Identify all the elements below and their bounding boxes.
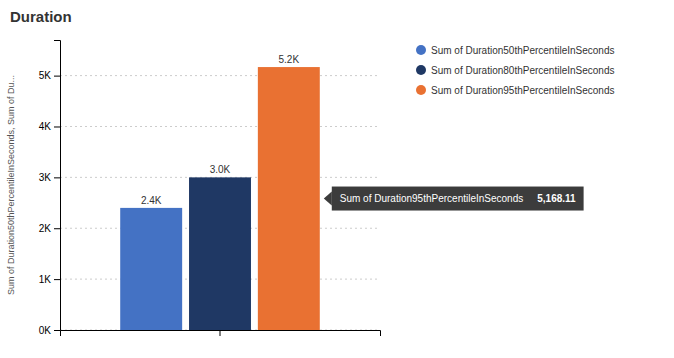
data-labels: 2.4K 3.0K 5.2K <box>141 54 300 206</box>
y-tick-label: 4K <box>39 121 52 132</box>
legend-swatch <box>416 45 426 55</box>
y-tick-label: 5K <box>39 70 52 81</box>
y-tick: 1K <box>39 274 60 285</box>
y-tick-label: 1K <box>39 274 52 285</box>
y-axis: 0K 1K 2K 3K 4K 5K <box>39 41 61 336</box>
y-tick: 5K <box>39 70 60 81</box>
y-tick-mark <box>54 177 60 178</box>
y-tick-mark <box>54 330 60 331</box>
tooltip-value: 5,168.11 <box>537 193 576 204</box>
y-tick-mark <box>54 76 60 77</box>
legend-label: Sum of Duration80thPercentileInSeconds <box>431 65 614 76</box>
y-tick-mark <box>54 126 60 127</box>
y-tick-mark <box>54 279 60 280</box>
y-tick: 3K <box>39 172 60 183</box>
tooltip: Sum of Duration95thPercentileInSeconds 5,… <box>324 187 584 211</box>
plot: 2.4K 3.0K 5.2K 0K 1K 2K 3K 4K 5K <box>39 41 381 337</box>
x-axis-line <box>61 331 381 337</box>
tooltip-arrow <box>324 192 332 206</box>
y-tick-mark <box>54 228 60 229</box>
x-tick <box>220 330 221 336</box>
legend-item: Sum of Duration50thPercentileInSeconds <box>416 45 614 56</box>
y-tick: 2K <box>39 223 60 234</box>
x-axis <box>61 330 381 336</box>
legend-item: Sum of Duration95thPercentileInSeconds <box>416 85 614 96</box>
grid-line <box>60 75 380 76</box>
legend-label: Sum of Duration50thPercentileInSeconds <box>431 45 614 56</box>
x-tick-mark <box>220 330 221 336</box>
legend-swatch <box>416 85 426 95</box>
data-label: 3.0K <box>210 164 231 175</box>
y-axis-title: Sum of Duration50thPercentileInSeconds, … <box>6 75 16 295</box>
chart: Duration 2.4K 3.0K 5.2K 0K 1K 2K 3K 4K 5K Sum of D… <box>0 0 674 358</box>
y-axis-line <box>54 41 61 331</box>
tooltip-text: Sum of Duration95thPercentileInSeconds <box>340 193 523 204</box>
y-tick: 0K <box>39 325 60 336</box>
tooltip-box <box>332 187 584 211</box>
data-label: 2.4K <box>141 195 162 206</box>
y-tick: 4K <box>39 121 60 132</box>
data-label: 5.2K <box>279 54 300 65</box>
bars <box>120 67 320 330</box>
legend-item: Sum of Duration80thPercentileInSeconds <box>416 65 614 76</box>
legend-swatch <box>416 65 426 75</box>
bar <box>120 208 182 330</box>
legend: Sum of Duration50thPercentileInSeconds Su… <box>416 45 614 96</box>
y-tick-label: 0K <box>39 325 52 336</box>
bar <box>189 177 251 330</box>
bar <box>258 67 320 330</box>
y-tick-label: 2K <box>39 223 52 234</box>
title: Duration <box>10 8 72 25</box>
grid-line <box>60 126 380 127</box>
y-tick-label: 3K <box>39 172 52 183</box>
legend-label: Sum of Duration95thPercentileInSeconds <box>431 85 614 96</box>
